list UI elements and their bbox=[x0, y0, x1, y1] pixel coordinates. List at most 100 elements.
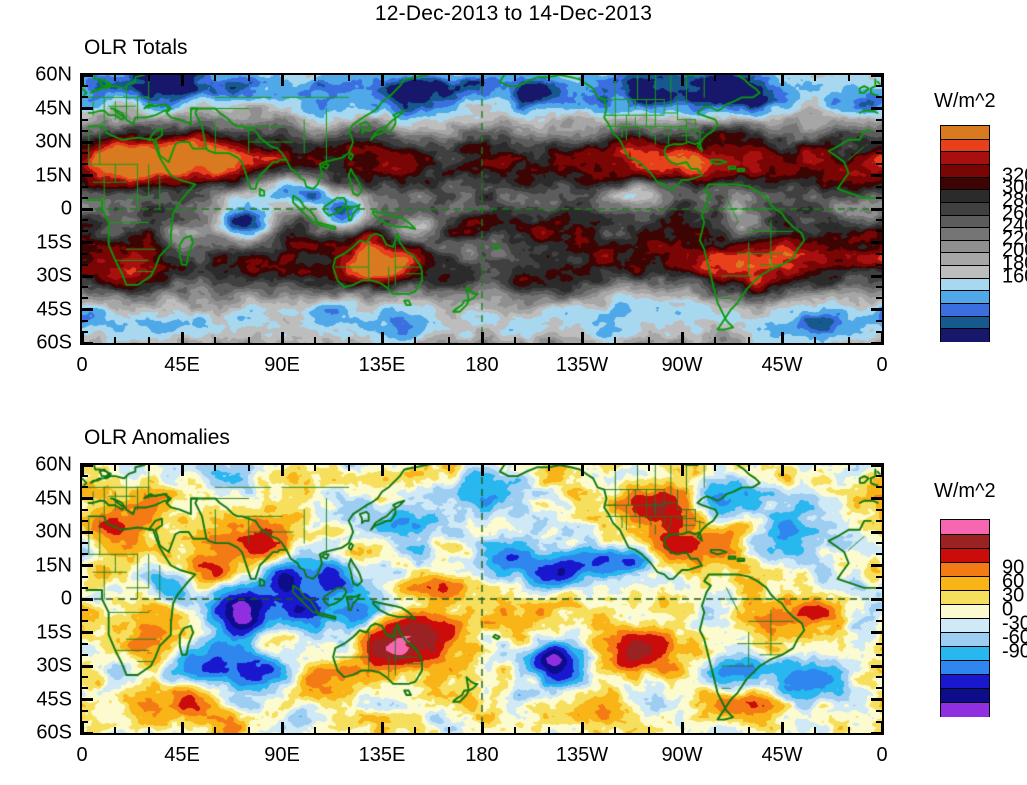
colorbar-separator bbox=[941, 702, 989, 703]
lon-tick bbox=[114, 465, 117, 471]
map-canvas-olr-anomalies bbox=[82, 465, 882, 733]
x-axis-label: 180 bbox=[465, 744, 499, 766]
colorbar-tick-label: 260 bbox=[1002, 202, 1027, 225]
x-axis-label: 45W bbox=[761, 354, 803, 376]
lon-tick bbox=[480, 75, 484, 86]
lat-tick bbox=[82, 564, 93, 567]
lat-tick bbox=[82, 653, 88, 656]
colorbar-band bbox=[941, 163, 989, 178]
lon-tick bbox=[114, 337, 117, 343]
lat-tick bbox=[876, 620, 882, 623]
colorbar-band bbox=[941, 590, 989, 605]
lon-tick bbox=[114, 727, 117, 733]
lon-tick bbox=[147, 727, 150, 733]
colorbar-tick-label: 220 bbox=[1002, 227, 1027, 250]
x-axis-label: 90W bbox=[661, 354, 703, 376]
lat-tick bbox=[876, 486, 882, 489]
colorbar-separator bbox=[941, 328, 989, 330]
colorbar-band bbox=[941, 277, 989, 291]
lat-tick bbox=[871, 597, 882, 601]
lat-tick bbox=[82, 241, 93, 244]
lon-tick bbox=[180, 465, 184, 476]
lat-tick bbox=[82, 497, 93, 500]
lon-tick bbox=[747, 75, 750, 81]
lat-tick bbox=[82, 96, 88, 99]
lon-tick bbox=[847, 727, 850, 733]
x-axis-label: 45W bbox=[761, 744, 803, 766]
lon-tick bbox=[214, 727, 217, 733]
lat-tick bbox=[82, 174, 93, 177]
colorbar-band bbox=[941, 239, 989, 254]
lat-tick bbox=[82, 140, 93, 144]
lon-tick bbox=[747, 465, 750, 471]
lat-tick bbox=[871, 664, 882, 668]
y-axis-label: 45S bbox=[36, 298, 72, 320]
lat-tick bbox=[876, 297, 882, 300]
y-axis-label: 60N bbox=[35, 63, 72, 86]
lat-tick bbox=[82, 230, 88, 233]
lat-tick bbox=[82, 274, 93, 278]
y-axis-label: 15N bbox=[35, 554, 72, 576]
x-axis-label: 45E bbox=[164, 354, 200, 376]
colorbar-separator bbox=[941, 151, 989, 153]
x-axis-label: 90E bbox=[264, 354, 300, 376]
lon-tick bbox=[314, 727, 317, 733]
lon-tick bbox=[880, 722, 884, 733]
lon-tick bbox=[380, 465, 384, 476]
lat-tick bbox=[876, 676, 882, 679]
lat-tick bbox=[876, 85, 882, 88]
lon-tick bbox=[880, 465, 884, 476]
lon-tick bbox=[647, 75, 650, 81]
lat-tick bbox=[82, 519, 88, 522]
lon-tick bbox=[747, 727, 750, 733]
lat-tick bbox=[82, 475, 88, 478]
lat-tick bbox=[82, 698, 93, 701]
colorbar-olr-totals bbox=[940, 125, 990, 342]
lon-tick bbox=[780, 465, 784, 476]
lat-tick bbox=[82, 207, 93, 211]
colorbar-olr-anomalies bbox=[940, 519, 990, 717]
colorbar-separator bbox=[941, 138, 989, 140]
colorbar-tick-label: -90 bbox=[1002, 640, 1027, 663]
lon-tick bbox=[814, 465, 817, 471]
lat-tick bbox=[876, 586, 882, 589]
lat-tick bbox=[82, 185, 88, 188]
y-axis-label: 30N bbox=[35, 520, 72, 543]
lon-tick bbox=[647, 337, 650, 343]
lat-tick bbox=[871, 463, 882, 467]
colorbar-tick-label: 280 bbox=[1002, 189, 1027, 212]
lat-tick bbox=[82, 664, 93, 668]
colorbar-tick-label: 60 bbox=[1002, 570, 1025, 593]
colorbar-band bbox=[941, 138, 989, 152]
lat-tick bbox=[82, 319, 88, 322]
lon-tick bbox=[247, 727, 250, 733]
lat-tick bbox=[82, 263, 88, 266]
lon-tick bbox=[80, 722, 84, 733]
lon-tick bbox=[114, 75, 117, 81]
lon-tick bbox=[80, 75, 84, 86]
lon-tick bbox=[514, 727, 517, 733]
lon-tick bbox=[480, 465, 484, 476]
colorbar-separator bbox=[941, 252, 989, 254]
lat-tick bbox=[82, 676, 88, 679]
lat-tick bbox=[871, 698, 882, 701]
colorbar-separator bbox=[941, 534, 989, 535]
lat-tick bbox=[82, 308, 93, 311]
colorbar-separator bbox=[941, 660, 989, 661]
lat-tick bbox=[876, 319, 882, 322]
lon-tick bbox=[547, 727, 550, 733]
lon-tick bbox=[414, 727, 417, 733]
colorbar-tick-label: 240 bbox=[1002, 214, 1027, 237]
colorbar-separator bbox=[941, 189, 989, 191]
lat-tick bbox=[876, 96, 882, 99]
lat-tick bbox=[82, 542, 88, 545]
lat-tick bbox=[82, 252, 88, 255]
lat-tick bbox=[876, 163, 882, 166]
colorbar-band bbox=[941, 303, 989, 317]
y-axis-label: 30S bbox=[36, 654, 72, 677]
lon-tick bbox=[780, 332, 784, 343]
lat-tick bbox=[876, 542, 882, 545]
lat-tick bbox=[871, 631, 882, 634]
lon-tick bbox=[847, 337, 850, 343]
lat-tick bbox=[82, 297, 88, 300]
